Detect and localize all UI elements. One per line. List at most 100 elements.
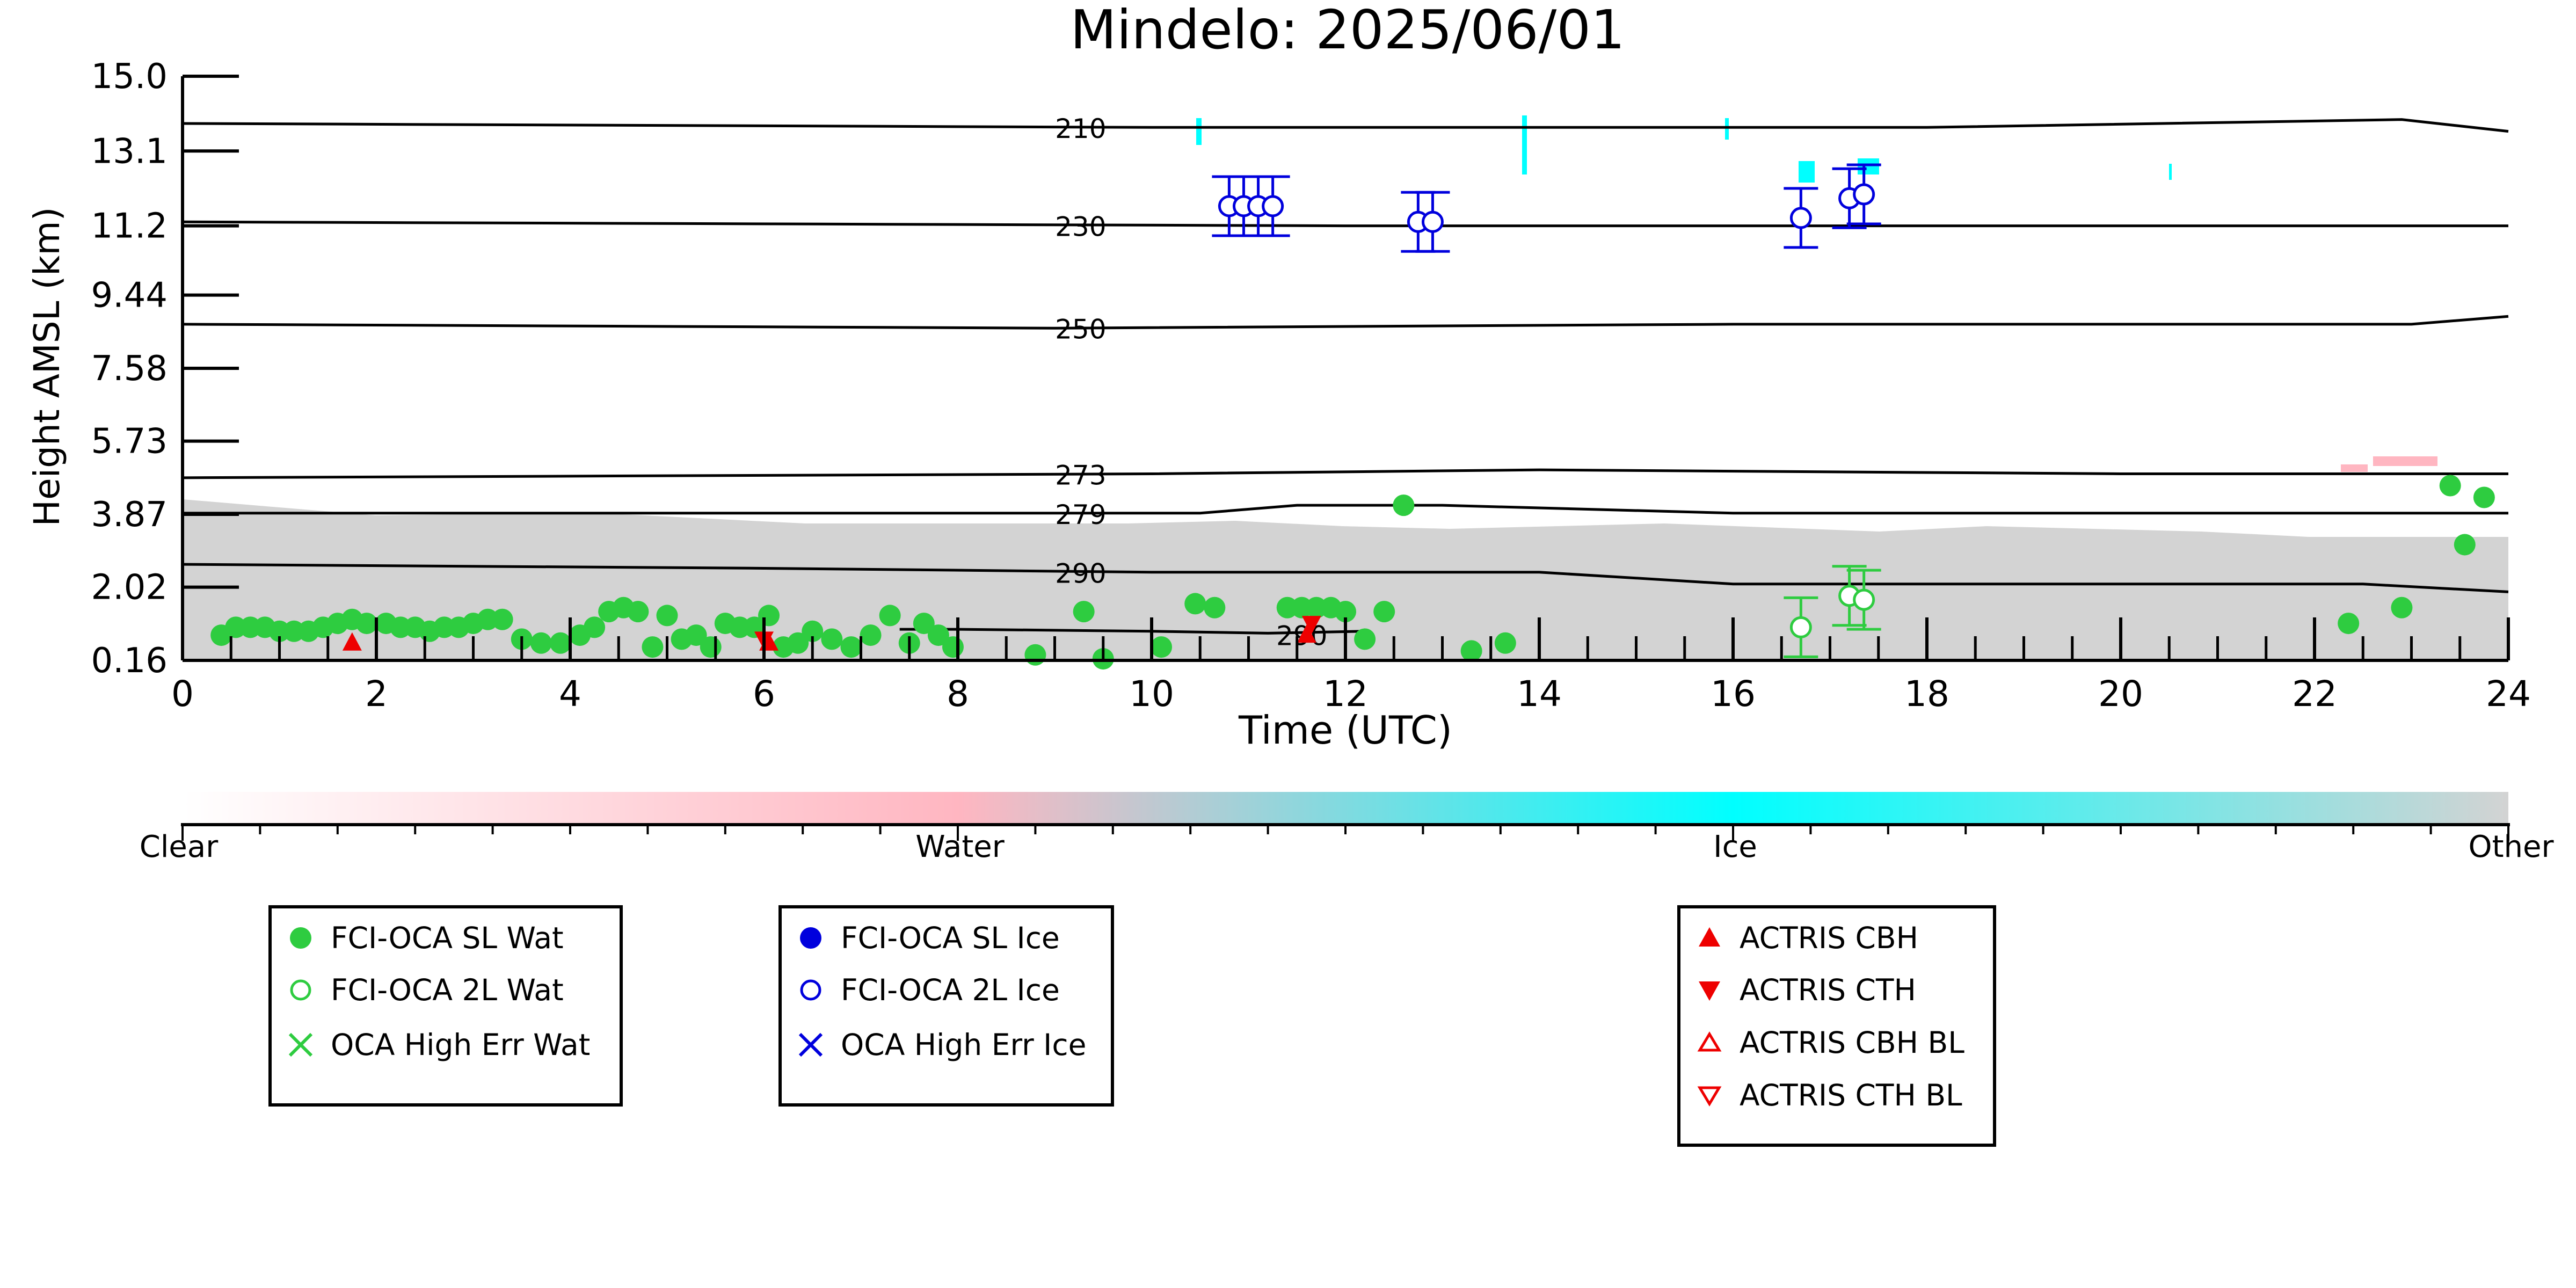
x-tick-label: 0 bbox=[171, 673, 194, 715]
marker-sl-wat bbox=[1460, 640, 1482, 662]
colorbar-label-other: Other bbox=[2468, 829, 2554, 864]
marker-sl-wat bbox=[656, 605, 678, 627]
y-tick-label: 5.73 bbox=[91, 422, 168, 462]
isotherm-label: 279 bbox=[1055, 499, 1106, 530]
filled-circle-icon bbox=[290, 927, 311, 949]
marker-sl-wat bbox=[1335, 601, 1356, 623]
marker-sl-wat bbox=[802, 620, 824, 642]
marker-sl-wat bbox=[1354, 628, 1376, 650]
colorbar-axis-line bbox=[181, 823, 2510, 826]
colorbar bbox=[183, 792, 2508, 823]
isotherm-label: 210 bbox=[1055, 113, 1106, 144]
x-tick-label: 22 bbox=[2292, 673, 2337, 715]
isotherms-layer: 210230250273279290290 bbox=[182, 113, 2509, 651]
legend-label: ACTRIS CBH BL bbox=[1740, 1025, 1964, 1060]
marker-sl-wat bbox=[1024, 644, 1046, 666]
marker-sl-wat bbox=[913, 613, 935, 635]
x-tick-label: 2 bbox=[365, 673, 388, 715]
ice-class-patches bbox=[1196, 115, 2172, 183]
marker-2l bbox=[1262, 195, 1284, 217]
y-tick-label: 15.0 bbox=[91, 57, 168, 97]
x-tick-label: 18 bbox=[1904, 673, 1949, 715]
marker-sl-wat bbox=[491, 608, 513, 630]
x-tick-label: 4 bbox=[559, 673, 581, 715]
marker-2l bbox=[1421, 210, 1444, 233]
marker-sl-wat bbox=[787, 632, 809, 654]
marker-sl-wat bbox=[942, 636, 964, 658]
legend-entry: OCA High Err Wat bbox=[285, 1028, 591, 1062]
isotherm-line bbox=[182, 118, 2509, 133]
y-tick-label: 7.58 bbox=[91, 349, 168, 389]
marker-sl-wat bbox=[2473, 486, 2495, 508]
open-triangle-down-icon bbox=[1697, 1086, 1722, 1107]
marker-sl-wat bbox=[879, 605, 901, 627]
cloud-mask-layer bbox=[183, 115, 2508, 660]
legend-entry: ACTRIS CBH BL bbox=[1693, 1025, 1964, 1060]
legend-label: ACTRIS CBH bbox=[1740, 921, 1918, 955]
triangle-down-icon bbox=[1699, 981, 1720, 1001]
marker-sl-wat bbox=[927, 624, 949, 646]
legend-entry: ACTRIS CTH bbox=[1693, 973, 1916, 1007]
legend-entry: FCI-OCA 2L Wat bbox=[285, 973, 564, 1007]
legend-label: OCA High Err Wat bbox=[331, 1028, 591, 1062]
x-tick-label: 20 bbox=[2098, 673, 2143, 715]
legend-label: FCI-OCA 2L Wat bbox=[331, 973, 564, 1007]
marker-sl-wat bbox=[2439, 475, 2461, 497]
colorbar-label-clear: Clear bbox=[139, 829, 219, 864]
marker-sl-wat bbox=[584, 616, 606, 638]
x-axis-label: Time (UTC) bbox=[1238, 708, 1452, 753]
isotherm-label: 290 bbox=[1055, 558, 1106, 590]
legend-water: FCI-OCA SL Wat FCI-OCA 2L Wat OCA High E… bbox=[268, 905, 623, 1107]
legend-entry: ACTRIS CTH BL bbox=[1693, 1078, 1962, 1112]
colorbar-label-ice: Ice bbox=[1713, 829, 1757, 864]
chart-title: Mindelo: 2025/06/01 bbox=[1070, 0, 1625, 61]
marker-sl-wat bbox=[1184, 593, 1206, 615]
marker-2l bbox=[1853, 183, 1875, 206]
marker-2l bbox=[1853, 588, 1875, 611]
marker-sl-wat bbox=[860, 624, 882, 646]
legend-actris: ACTRIS CBH ACTRIS CTH ACTRIS CBH BL ACTR… bbox=[1677, 905, 1996, 1147]
marker-sl-wat bbox=[685, 624, 707, 646]
marker-sl-wat bbox=[549, 632, 571, 654]
isotherm-label: 230 bbox=[1055, 211, 1106, 242]
legend-entry: OCA High Err Ice bbox=[795, 1028, 1087, 1062]
marker-sl-wat bbox=[1073, 601, 1095, 623]
isotherm-line bbox=[182, 315, 2509, 330]
marker-sl-wat bbox=[2338, 613, 2360, 635]
marker-sl-wat bbox=[821, 628, 843, 650]
isotherm-label: 250 bbox=[1055, 314, 1106, 345]
y-tick-label: 2.02 bbox=[91, 568, 168, 608]
legend-label: FCI-OCA SL Ice bbox=[841, 921, 1060, 955]
open-circle-icon bbox=[290, 979, 311, 1001]
legend-entry: FCI-OCA SL Ice bbox=[795, 921, 1060, 955]
marker-cbh bbox=[1297, 624, 1316, 643]
x-tick-label: 6 bbox=[753, 673, 775, 715]
x-tick-label: 8 bbox=[947, 673, 969, 715]
marker-sl-wat bbox=[1151, 636, 1173, 658]
y-axis-label: Height AMSL (km) bbox=[26, 207, 68, 527]
marker-sl-wat bbox=[642, 636, 664, 658]
y-tick-label: 3.87 bbox=[91, 495, 168, 535]
marker-sl-wat bbox=[840, 636, 862, 658]
y-tick-label: 11.2 bbox=[91, 207, 168, 246]
marker-sl-wat bbox=[1373, 601, 1395, 623]
x-mark-icon bbox=[798, 1032, 823, 1057]
legend-label: OCA High Err Ice bbox=[841, 1028, 1087, 1062]
legend-entry: FCI-OCA SL Wat bbox=[285, 921, 564, 955]
marker-sl-wat bbox=[355, 613, 377, 635]
filled-circle-icon bbox=[800, 927, 821, 949]
legend-label: FCI-OCA SL Wat bbox=[331, 921, 564, 955]
x-tick-label: 12 bbox=[1323, 673, 1368, 715]
colorbar-ticks bbox=[181, 825, 2509, 841]
y-tick-label: 0.16 bbox=[91, 641, 168, 681]
y-tick-label: 9.44 bbox=[91, 276, 168, 316]
legend-entry: ACTRIS CBH bbox=[1693, 921, 1918, 955]
legend-entry: FCI-OCA 2L Ice bbox=[795, 973, 1060, 1007]
marker-sl-wat bbox=[1494, 632, 1516, 654]
water-class-patches bbox=[2341, 456, 2437, 472]
open-circle-icon bbox=[800, 979, 821, 1001]
isotherm-line bbox=[182, 220, 2508, 228]
isotherm-line bbox=[182, 468, 2508, 479]
